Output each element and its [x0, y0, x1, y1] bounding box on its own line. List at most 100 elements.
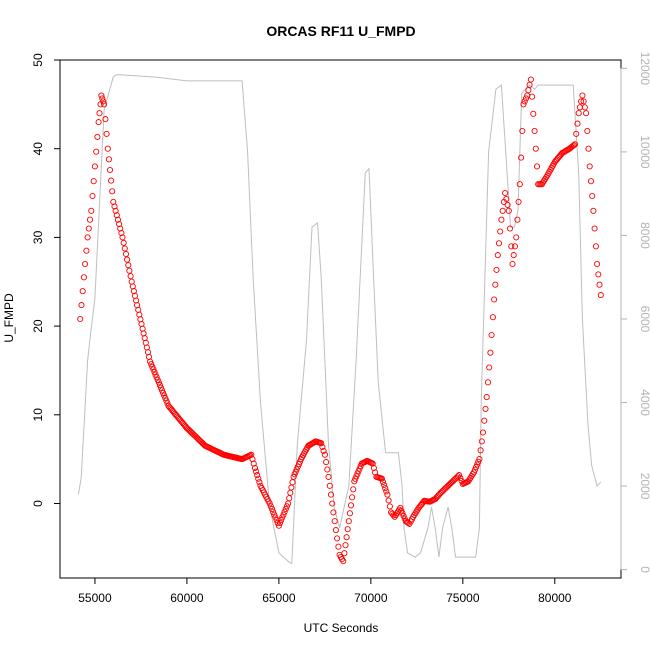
chart-title: ORCAS RF11 U_FMPD	[266, 23, 415, 39]
data-point	[521, 98, 528, 105]
data-point	[113, 212, 120, 219]
data-point	[509, 260, 516, 268]
data-point	[506, 225, 514, 232]
data-point	[378, 475, 385, 482]
data-point	[117, 225, 124, 232]
data-point	[382, 485, 389, 492]
right-y-axis: 0 2000 4000 6000 8000 10000 12000	[620, 52, 650, 573]
data-point	[583, 110, 590, 117]
data-point	[344, 526, 351, 533]
data-point	[281, 508, 288, 515]
data-point	[574, 120, 581, 127]
data-point	[505, 207, 512, 214]
data-point	[519, 127, 526, 135]
data-point	[126, 267, 133, 274]
data-point	[340, 558, 347, 565]
x-axis: 55000 60000 65000 70000 75000 80000	[78, 578, 572, 605]
data-point	[390, 512, 397, 519]
data-point	[102, 116, 109, 123]
data-point	[282, 505, 289, 513]
data-point	[103, 130, 110, 137]
data-point	[88, 207, 95, 214]
y-axis-label: U_FMPD	[2, 293, 16, 343]
data-point	[518, 154, 525, 161]
data-point	[347, 502, 355, 509]
data-point	[502, 189, 509, 197]
data-point	[379, 478, 387, 485]
data-point	[385, 497, 392, 504]
data-point	[78, 302, 85, 309]
data-point	[334, 535, 341, 542]
data-point	[526, 81, 533, 88]
data-point	[589, 192, 596, 200]
data-point	[511, 243, 518, 250]
data-point	[581, 104, 588, 111]
data-point	[597, 292, 604, 299]
data-point	[383, 488, 390, 495]
data-point	[199, 439, 206, 446]
data-point	[287, 489, 294, 496]
data-point	[532, 145, 539, 152]
right-y-tick-label: 10000	[638, 135, 650, 169]
data-point	[193, 434, 200, 441]
data-point	[590, 207, 597, 214]
data-point	[251, 464, 259, 472]
data-point	[491, 296, 498, 303]
data-point	[254, 472, 261, 479]
data-point	[531, 127, 538, 135]
data-point	[592, 243, 599, 250]
data-point	[77, 315, 84, 323]
data-point	[255, 475, 262, 482]
data-point	[384, 491, 391, 498]
data-point	[370, 464, 377, 472]
x-tick-label: 65000	[262, 591, 296, 605]
data-point	[527, 76, 534, 83]
data-point	[84, 234, 91, 241]
right-y-tick-label: 4000	[638, 389, 650, 416]
data-point	[369, 460, 376, 467]
data-point	[89, 192, 96, 200]
right-y-tick-label: 8000	[638, 222, 650, 249]
data-point	[343, 534, 350, 541]
data-point	[124, 256, 131, 263]
y-tick-label: 0	[31, 500, 45, 507]
data-point	[114, 216, 121, 223]
data-point	[456, 472, 463, 479]
data-point	[520, 101, 527, 108]
data-point	[584, 127, 591, 135]
data-point	[596, 281, 603, 288]
data-point	[110, 198, 117, 205]
data-point	[341, 550, 348, 557]
data-point	[493, 266, 500, 273]
data-point	[397, 504, 404, 511]
data-point	[256, 479, 263, 486]
data-point	[326, 482, 333, 489]
y-tick-label: 10	[31, 408, 45, 422]
data-point	[578, 98, 585, 105]
right-y-tick-label: 0	[638, 566, 650, 573]
right-y-tick-label: 12000	[638, 52, 650, 86]
data-point	[290, 473, 297, 480]
data-point	[187, 428, 194, 435]
data-point	[516, 181, 523, 188]
data-point	[90, 178, 97, 185]
data-point	[575, 110, 582, 117]
data-point	[457, 475, 464, 482]
data-point	[93, 148, 100, 155]
data-point	[94, 133, 101, 140]
data-point	[529, 93, 536, 100]
data-point	[289, 479, 296, 486]
data-point	[95, 119, 102, 126]
data-point	[288, 484, 295, 491]
data-point	[595, 271, 602, 278]
data-point	[482, 405, 489, 412]
data-point	[105, 156, 112, 163]
data-point	[321, 451, 328, 458]
data-point	[477, 447, 484, 454]
x-tick-label: 60000	[170, 591, 204, 605]
plot-frame	[59, 59, 622, 579]
data-point	[585, 145, 592, 152]
data-point	[91, 163, 98, 170]
data-point	[489, 314, 496, 321]
data-point	[495, 240, 503, 247]
